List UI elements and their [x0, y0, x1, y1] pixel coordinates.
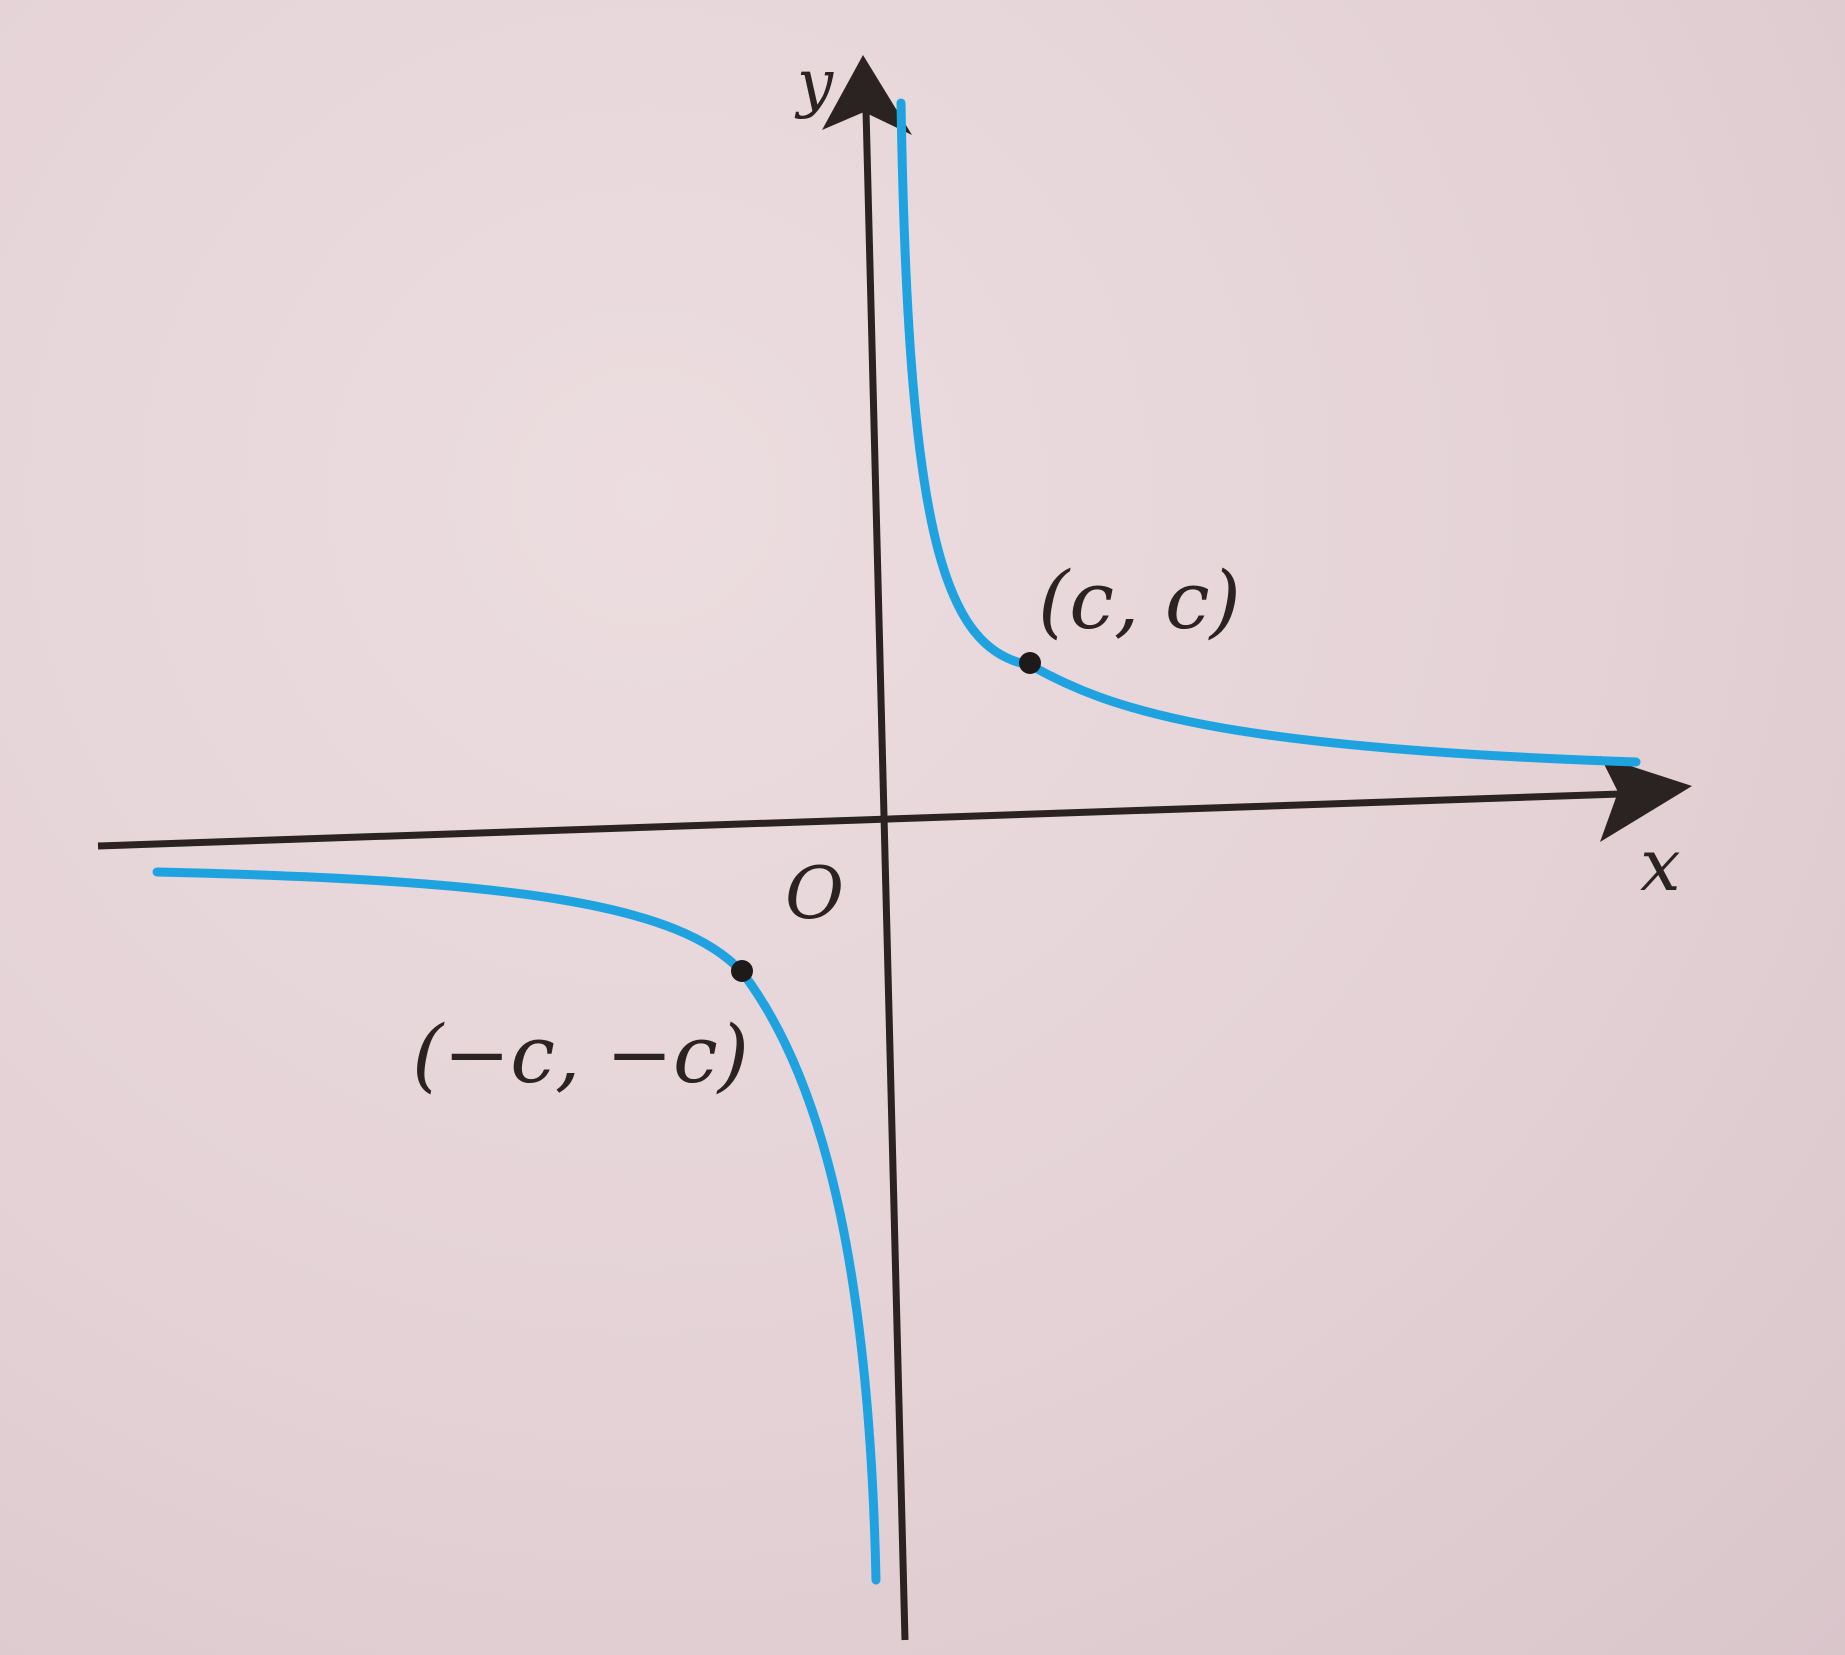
y-axis-arrowhead: [822, 55, 912, 135]
point-c-c: [1019, 652, 1041, 674]
x-axis-label: x: [1640, 823, 1681, 907]
hyperbola-branch-third-quadrant: [152, 867, 881, 1585]
x-axis: [97, 789, 1651, 850]
point-neg-c-neg-c: [731, 960, 753, 982]
point-c-c-label: (c, c): [1038, 554, 1241, 647]
point-neg-c-neg-c-label: (−c, −c): [412, 1008, 749, 1101]
origin-label: O: [785, 851, 844, 935]
x-axis-arrowhead: [1600, 756, 1692, 842]
y-axis-label: y: [794, 47, 834, 121]
hyperbola-branch-first-quadrant: [896, 98, 1641, 767]
y-axis: [862, 109, 909, 1641]
